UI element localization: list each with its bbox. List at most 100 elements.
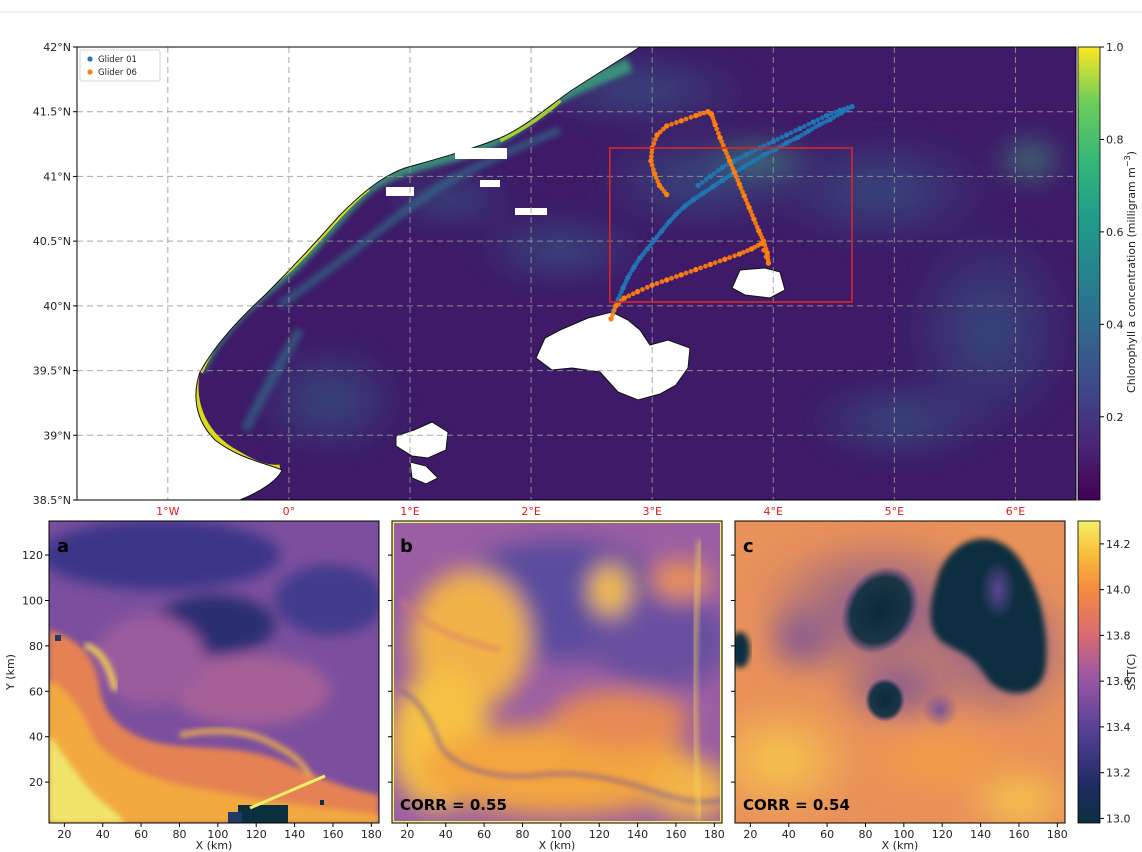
glider-point — [801, 123, 807, 129]
lat-tick-label: 41°N — [43, 170, 71, 183]
glider-point — [815, 117, 821, 123]
glider-point — [717, 134, 723, 141]
glider-point — [827, 116, 833, 123]
glider-point — [736, 181, 743, 187]
glider-point — [720, 142, 726, 148]
lon-tick-label: 6°E — [1006, 505, 1025, 518]
glider-point — [698, 265, 704, 271]
lon-tick-label: 1°E — [400, 505, 419, 518]
lat-tick-label: 39°N — [43, 429, 71, 442]
glider-point — [741, 249, 746, 255]
glider-point — [707, 173, 714, 180]
glider-point — [753, 147, 758, 153]
glider-point — [727, 255, 733, 260]
x-tick-label: 180 — [1047, 828, 1068, 841]
lat-tick-label: 40.5°N — [33, 235, 71, 248]
glider-point — [819, 115, 825, 121]
chlorophyll-colorbar-ticks: 1.0 0.8 0.6 0.4 0.2 — [1100, 41, 1124, 424]
glider-point — [653, 175, 659, 181]
glider-point — [820, 120, 826, 126]
glider-point — [755, 156, 760, 162]
glider-point — [705, 109, 711, 115]
glider-point — [726, 158, 733, 164]
lon-tick-label: 0° — [283, 505, 296, 518]
sst-cbar-tick-label: 13.2 — [1106, 767, 1131, 780]
panel-b-corr: CORR = 0.55 — [400, 796, 507, 814]
glider-point — [793, 128, 798, 134]
glider-06-track — [608, 109, 772, 322]
glider-point — [699, 180, 705, 185]
formentera — [409, 461, 439, 485]
glider-point — [731, 158, 738, 164]
glider-point — [783, 132, 790, 138]
y-tick-label: 20 — [29, 776, 43, 789]
glider-point — [823, 112, 830, 119]
glider-point — [715, 130, 721, 136]
glider-point — [669, 121, 674, 127]
glider-point — [683, 116, 689, 122]
glider-point — [779, 134, 785, 140]
glider-point — [712, 260, 718, 266]
legend-marker-glider-01 — [87, 56, 93, 62]
chl-cbar-tick-label: 0.2 — [1106, 411, 1124, 424]
glider-point — [798, 133, 804, 138]
x-tick-label: 80 — [858, 828, 872, 841]
glider-point — [707, 261, 714, 268]
glider-point — [735, 177, 741, 183]
panel-c-corr: CORR = 0.54 — [743, 796, 850, 814]
sst-cbar-tick-label: 13.6 — [1106, 675, 1131, 688]
glider-point — [619, 289, 624, 295]
glider-point — [743, 151, 750, 158]
glider-point — [754, 224, 760, 230]
glider-point — [654, 132, 660, 138]
glider-point — [740, 189, 745, 195]
glider-point — [731, 169, 738, 176]
glider-point — [688, 114, 694, 120]
glider-point — [732, 253, 737, 259]
glider-point — [664, 191, 670, 198]
chl-cbar-tick-label: 0.8 — [1106, 133, 1124, 146]
glider-point — [797, 125, 803, 132]
glider-point — [787, 138, 793, 144]
panel-a-label: a — [57, 536, 69, 557]
glider-point — [809, 126, 815, 132]
cloud-mask — [455, 148, 507, 159]
glider-point — [678, 272, 684, 278]
lon-tick-label: 5°E — [885, 505, 904, 518]
sst-cbar-tick-label: 14.2 — [1106, 538, 1131, 551]
study-box — [608, 147, 853, 303]
x-tick-label: 160 — [665, 828, 686, 841]
x-tick-label: 140 — [284, 828, 305, 841]
sst-cbar-tick-label: 14.0 — [1106, 584, 1131, 597]
glider-point — [724, 150, 729, 156]
lon-tick-label: 1°W — [156, 505, 179, 518]
glider-point — [730, 166, 736, 172]
glider-point — [648, 154, 654, 159]
glider-point — [649, 282, 655, 288]
glider-point — [610, 312, 616, 317]
lon-tick-label: 4°E — [764, 505, 783, 518]
iberian-coast — [77, 47, 641, 500]
lon-tick-label: 3°E — [642, 505, 661, 518]
glider-point — [664, 277, 670, 283]
x-tick-label: 160 — [322, 828, 343, 841]
y-tick-label: 60 — [29, 685, 43, 698]
glider-point — [655, 179, 661, 185]
x-tick-label: 100 — [207, 828, 228, 841]
x-tick-label: 40 — [782, 828, 796, 841]
x-tick-label: 120 — [589, 828, 610, 841]
glider-point — [805, 128, 812, 134]
chl-cbar-tick-label: 1.0 — [1106, 41, 1124, 54]
glider-point — [719, 164, 726, 171]
x-tick-label: 80 — [515, 828, 529, 841]
glider-point — [617, 293, 623, 298]
glider-point — [621, 295, 628, 301]
glider-point — [674, 120, 679, 125]
glider-point — [651, 141, 657, 147]
panel-c: c CORR = 0.54 20 40 60 80 100 120 140 160 180 X … — [731, 520, 1138, 852]
x-tick-label: 60 — [134, 828, 148, 841]
glider-point — [766, 141, 772, 147]
glider-point — [775, 136, 781, 142]
glider-point — [837, 107, 843, 114]
glider-point — [748, 208, 754, 214]
